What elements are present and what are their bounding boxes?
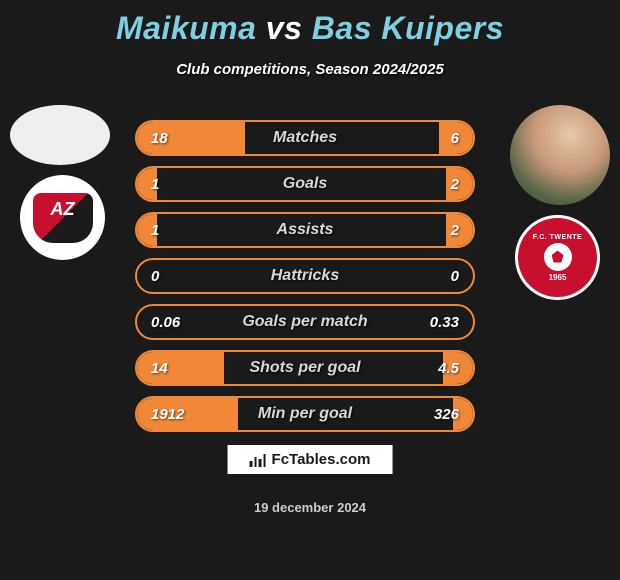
- stat-label: Assists: [137, 214, 473, 246]
- comparison-title: Maikuma vs Bas Kuipers: [0, 0, 620, 47]
- club-right-year: 1965: [549, 273, 567, 282]
- stat-label: Shots per goal: [137, 352, 473, 384]
- stat-label: Min per goal: [137, 398, 473, 430]
- stat-right-value: 2: [451, 168, 459, 200]
- stat-row: 1912Min per goal326: [135, 396, 475, 432]
- player1-avatar: [10, 105, 110, 165]
- stat-row: 14Shots per goal4.5: [135, 350, 475, 386]
- subtitle: Club competitions, Season 2024/2025: [0, 61, 620, 78]
- brand-text: FcTables.com: [272, 451, 371, 468]
- bar-chart-icon: [250, 453, 266, 467]
- stat-right-value: 326: [434, 398, 459, 430]
- club-right-name: F.C. TWENTE: [533, 234, 582, 241]
- stat-right-value: 4.5: [438, 352, 459, 384]
- player2-club-badge: F.C. TWENTE 1965: [515, 215, 600, 300]
- football-icon: [544, 243, 572, 271]
- stat-row: 0.06Goals per match0.33: [135, 304, 475, 340]
- az-badge-icon: [33, 193, 93, 243]
- stats-container: 18Matches6 1Goals2 1Assists2 0Hattricks0 0.0…: [135, 120, 475, 442]
- stat-label: Hattricks: [137, 260, 473, 292]
- stat-right-value: 6: [451, 122, 459, 154]
- stat-label: Matches: [137, 122, 473, 154]
- date-label: 19 december 2024: [0, 500, 620, 515]
- player2-avatar: [510, 105, 610, 205]
- stat-label: Goals: [137, 168, 473, 200]
- player2-name: Bas Kuipers: [312, 10, 504, 46]
- player1-club-badge: [20, 175, 105, 260]
- stat-row: 18Matches6: [135, 120, 475, 156]
- stat-right-value: 2: [451, 214, 459, 246]
- stat-right-value: 0: [451, 260, 459, 292]
- stat-row: 1Goals2: [135, 166, 475, 202]
- vs-label: vs: [266, 10, 303, 46]
- stat-label: Goals per match: [137, 306, 473, 338]
- stat-row: 1Assists2: [135, 212, 475, 248]
- player1-name: Maikuma: [116, 10, 256, 46]
- brand-badge[interactable]: FcTables.com: [228, 445, 393, 474]
- stat-right-value: 0.33: [430, 306, 459, 338]
- stat-row: 0Hattricks0: [135, 258, 475, 294]
